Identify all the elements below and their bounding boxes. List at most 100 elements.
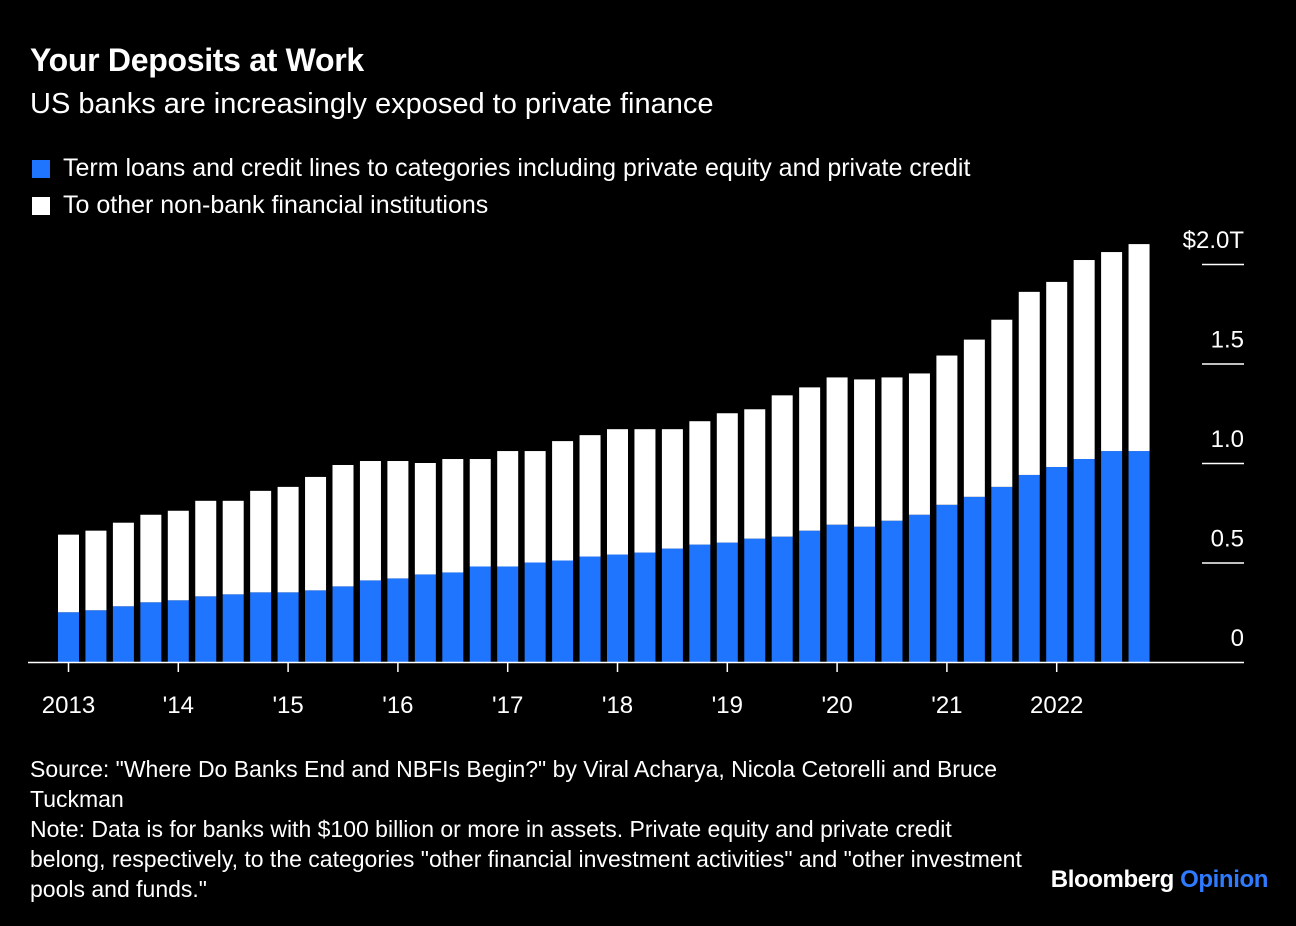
bar-other-37 — [1073, 260, 1095, 460]
bar-other-19 — [579, 435, 601, 557]
x-tick-label-28: '20 — [821, 692, 852, 719]
bar-other-25 — [744, 409, 766, 539]
bar-other-31 — [908, 373, 930, 515]
bar-private-23 — [689, 544, 711, 662]
bar-private-33 — [963, 496, 985, 662]
bar-other-29 — [854, 379, 876, 527]
bar-other-30 — [881, 377, 903, 521]
bar-private-16 — [497, 566, 519, 662]
bar-private-38 — [1101, 451, 1123, 662]
bar-private-25 — [744, 538, 766, 662]
bar-other-6 — [222, 500, 244, 595]
bar-private-0 — [58, 612, 79, 662]
bar-private-27 — [799, 530, 821, 662]
bar-other-20 — [607, 429, 628, 555]
bar-private-17 — [524, 562, 546, 662]
y-tick-label-3: 1.5 — [1211, 327, 1244, 354]
bar-private-10 — [332, 586, 354, 662]
x-tick-label-24: '19 — [712, 692, 743, 719]
bar-private-3 — [140, 602, 162, 662]
bar-other-17 — [524, 451, 546, 563]
bar-other-16 — [497, 451, 519, 567]
data-note: Note: Data is for banks with $100 billio… — [30, 816, 1022, 902]
bar-other-9 — [305, 476, 327, 591]
bar-private-26 — [771, 536, 793, 662]
bar-other-27 — [799, 387, 821, 531]
bar-private-2 — [112, 606, 134, 662]
y-tick-label-0: 0 — [1231, 625, 1244, 652]
bar-private-14 — [442, 572, 464, 662]
legend-swatch-other — [32, 196, 50, 215]
bar-private-8 — [277, 592, 299, 662]
bar-private-30 — [881, 520, 903, 662]
bar-other-12 — [387, 461, 409, 579]
bar-other-5 — [195, 500, 217, 597]
bar-other-34 — [991, 319, 1013, 487]
bar-private-18 — [552, 560, 574, 662]
bar-private-1 — [85, 610, 107, 662]
legend-item-other: To other non-bank financial institutions — [32, 187, 970, 224]
bar-other-10 — [332, 464, 354, 587]
bar-private-9 — [305, 590, 327, 662]
y-tick-label-2: 1.0 — [1211, 426, 1244, 453]
bar-other-3 — [140, 514, 162, 603]
bar-other-24 — [716, 413, 738, 543]
bar-private-32 — [936, 504, 958, 662]
legend: Term loans and credit lines to categorie… — [32, 150, 970, 224]
x-tick-label-20: '18 — [602, 692, 633, 719]
bar-private-21 — [634, 552, 656, 662]
bar-other-35 — [1018, 291, 1040, 475]
bar-private-6 — [222, 594, 244, 662]
bar-other-15 — [469, 459, 491, 567]
x-tick-label-8: '15 — [272, 692, 303, 719]
bar-private-35 — [1018, 474, 1040, 662]
bar-private-7 — [250, 592, 272, 662]
bar-other-33 — [963, 339, 985, 497]
bar-private-11 — [359, 580, 381, 662]
bar-private-12 — [387, 578, 409, 662]
bar-private-20 — [607, 554, 628, 662]
legend-item-private: Term loans and credit lines to categorie… — [32, 150, 970, 187]
bar-other-4 — [167, 510, 189, 601]
bar-private-4 — [167, 600, 189, 662]
chart-title: Your Deposits at Work — [30, 42, 364, 78]
legend-label-private: Term loans and credit lines to categorie… — [63, 154, 971, 182]
bar-other-26 — [771, 395, 793, 537]
bar-private-36 — [1046, 466, 1068, 662]
bar-other-8 — [277, 486, 299, 593]
chart-subtitle: US banks are increasingly exposed to pri… — [30, 88, 714, 120]
bar-other-23 — [689, 421, 711, 545]
bar-private-29 — [854, 526, 876, 662]
bar-private-39 — [1128, 451, 1150, 662]
bar-other-36 — [1046, 281, 1068, 467]
bar-private-28 — [826, 524, 848, 662]
x-tick-label-32: '21 — [931, 692, 962, 719]
bar-private-5 — [195, 596, 217, 662]
bar-private-22 — [661, 548, 683, 662]
y-tick-label-4: $2.0T — [1183, 227, 1245, 254]
bar-other-13 — [414, 463, 436, 575]
bar-private-15 — [469, 566, 491, 662]
bar-other-7 — [250, 490, 272, 593]
bloomberg-opinion-logo: Bloomberg Opinion — [1050, 866, 1269, 894]
bar-private-19 — [579, 556, 601, 662]
stacked-bar-chart: 0 0.5 1.0 1.5 $2.0T 2013 '14 '15 '16 '17 '18 '19 '20… — [28, 227, 1245, 719]
x-tick-label-0: 2013 — [42, 692, 95, 719]
bar-private-31 — [908, 514, 930, 662]
bar-other-38 — [1101, 252, 1123, 452]
bar-other-39 — [1128, 244, 1150, 452]
bar-private-37 — [1073, 459, 1095, 662]
legend-label-other: To other non-bank financial institutions — [63, 191, 489, 219]
bar-private-13 — [414, 574, 436, 662]
bar-other-22 — [661, 429, 683, 549]
bar-private-24 — [716, 542, 738, 662]
brand-name: Bloomberg — [1050, 866, 1174, 893]
bar-other-18 — [552, 441, 574, 561]
bar-other-14 — [442, 459, 464, 573]
legend-swatch-private — [32, 159, 50, 178]
x-tick-label-36: 2022 — [1030, 692, 1083, 719]
y-tick-label-1: 0.5 — [1211, 526, 1244, 553]
bar-other-32 — [936, 355, 958, 505]
x-tick-label-16: '17 — [492, 692, 523, 719]
bar-other-21 — [634, 429, 656, 553]
